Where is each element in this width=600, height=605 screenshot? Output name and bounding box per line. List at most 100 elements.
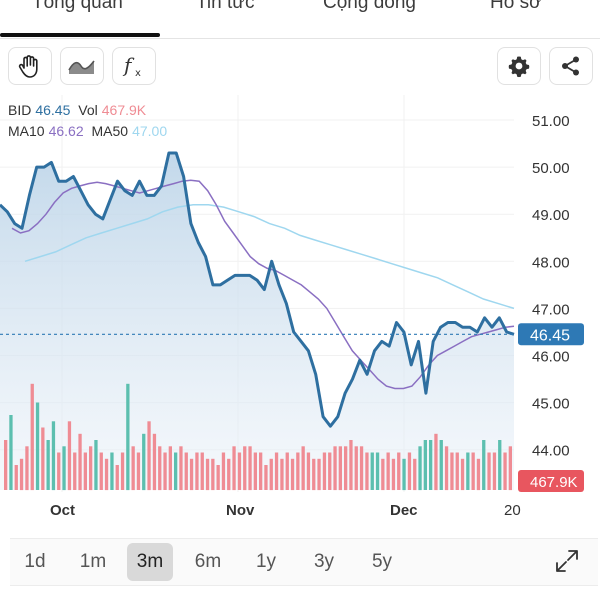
volume-bar: [381, 458, 385, 491]
legend-row-price: BID 46.45 Vol 467.9K: [8, 102, 150, 118]
volume-bar: [136, 452, 141, 490]
volume-bar: [237, 452, 242, 490]
volume-bar: [301, 446, 305, 491]
range-5y[interactable]: 5y: [371, 551, 393, 572]
volume-bar: [174, 452, 178, 490]
share-button[interactable]: [549, 47, 593, 85]
y-tick-label: 44.00: [532, 443, 570, 460]
ma50-value: 47.00: [132, 123, 168, 139]
y-tick-label: 48.00: [532, 254, 570, 271]
volume-bar: [4, 440, 8, 490]
volume-bar: [482, 440, 486, 490]
volume-bar: [142, 433, 146, 491]
range-1d[interactable]: 1d: [24, 551, 46, 572]
range-1y[interactable]: 1y: [255, 551, 277, 572]
tab-overview[interactable]: Tổng quan: [32, 0, 123, 13]
volume-bar: [460, 458, 465, 491]
chart-style-button[interactable]: [60, 47, 104, 85]
volume-bar: [205, 458, 210, 491]
volume-bar: [62, 446, 66, 491]
volume-bar: [296, 452, 300, 490]
volume-bar: [328, 452, 332, 490]
range-3y[interactable]: 3y: [313, 551, 335, 572]
hand-icon: [18, 55, 38, 78]
ma10-label: MA10: [8, 123, 45, 139]
x-tick-label: Dec: [390, 502, 418, 519]
volume-bar: [498, 440, 502, 490]
volume-bar: [423, 440, 427, 490]
volume-bar: [466, 452, 470, 490]
range-3m[interactable]: 3m: [127, 543, 173, 581]
volume-bar: [407, 452, 412, 490]
price-line: [0, 151, 515, 428]
volume-bar: [503, 452, 507, 490]
volume-bar: [46, 440, 50, 490]
y-tick-label: 50.00: [532, 160, 570, 177]
volume-bar: [73, 452, 77, 490]
volume-bar: [19, 458, 24, 491]
current-price-tag-label: 46.45: [530, 327, 570, 344]
volume-bar: [508, 446, 512, 491]
ma50-line: [24, 204, 515, 310]
fullscreen-button[interactable]: [554, 548, 580, 574]
x-tick-label: Nov: [226, 502, 255, 519]
range-1m[interactable]: 1m: [79, 551, 107, 572]
volume-bar: [30, 383, 34, 491]
volume-bar: [439, 440, 443, 490]
ma50-label: MA50: [91, 123, 129, 139]
volume-bar: [211, 458, 215, 491]
x-tick-label: 20: [504, 502, 521, 519]
volume-bar: [349, 440, 353, 490]
legend-row-ma: MA10 46.62 MA50 47.00: [8, 123, 171, 139]
svg-text:x: x: [135, 68, 141, 79]
volume-bar: [386, 452, 390, 490]
wave-icon: [68, 60, 95, 74]
volume-bar: [57, 452, 61, 490]
ma10-value: 46.62: [48, 123, 84, 139]
volume-bar: [391, 458, 396, 491]
volume-bar: [35, 402, 40, 490]
volume-bar: [115, 465, 119, 490]
volume-bar: [375, 452, 380, 490]
volume-bar: [147, 421, 151, 491]
volume-bar: [344, 446, 348, 491]
volume-bar: [126, 383, 130, 491]
tab-community[interactable]: Cộng đồng: [323, 0, 416, 13]
range-6m[interactable]: 6m: [194, 551, 222, 572]
volume-bar: [243, 446, 247, 491]
indicators-button[interactable]: f x: [112, 47, 156, 85]
volume-bar: [253, 452, 257, 490]
volume-bar: [78, 433, 82, 491]
volume-bar: [41, 427, 45, 490]
volume-bar: [476, 458, 481, 491]
volume-bar: [487, 452, 491, 490]
volume-label: Vol: [78, 102, 98, 118]
x-tick-label: Oct: [50, 502, 75, 519]
y-tick-label: 45.00: [532, 396, 570, 413]
volume-bar: [429, 440, 433, 490]
active-tab-indicator: [0, 33, 160, 37]
symbol-price-value: 46.45: [35, 102, 71, 118]
current-volume-tag-label: 467.9K: [530, 474, 578, 491]
volume-bar: [280, 458, 284, 491]
volume-bar: [471, 452, 475, 490]
volume-bar: [397, 452, 401, 490]
volume-bar: [322, 452, 327, 490]
share-icon: [562, 56, 579, 76]
volume-bar: [14, 465, 18, 490]
tab-profile[interactable]: Hồ sơ: [490, 0, 542, 13]
volume-bar: [365, 452, 369, 490]
volume-bar: [189, 458, 194, 491]
settings-button[interactable]: [497, 47, 541, 85]
volume-bar: [450, 452, 454, 490]
volume-bar: [120, 452, 125, 490]
volume-bar: [195, 452, 199, 490]
current-volume-tag: [518, 470, 584, 492]
symbol-label: BID: [8, 102, 32, 118]
volume-bar: [9, 415, 13, 490]
volume-bar: [67, 421, 72, 491]
hand-tool-button[interactable]: [8, 47, 52, 85]
tab-news[interactable]: Tin tức: [196, 0, 255, 13]
